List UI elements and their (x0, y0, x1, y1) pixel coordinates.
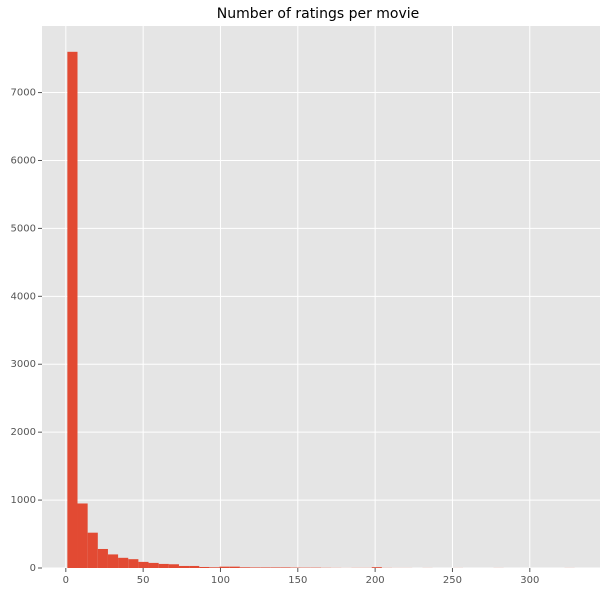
y-tick-label: 2000 (11, 427, 36, 438)
bar (219, 566, 230, 568)
y-tick-label: 3000 (11, 359, 36, 370)
bars (67, 51, 575, 569)
bar (148, 562, 159, 568)
bar (209, 567, 220, 568)
bar (118, 557, 129, 568)
bar (189, 565, 200, 568)
y-tick-label: 4000 (11, 291, 36, 302)
bar (97, 548, 108, 568)
bar (178, 565, 190, 568)
bar (107, 554, 119, 568)
bar (168, 564, 179, 568)
grid (42, 26, 600, 569)
y-tick-label: 0 (30, 563, 36, 574)
x-tick-label: 300 (520, 575, 539, 586)
bar (77, 503, 88, 568)
plot-area (42, 26, 600, 568)
bar (199, 566, 210, 568)
y-tick-label: 1000 (11, 495, 36, 506)
x-tick-label: 50 (137, 575, 150, 586)
bar (280, 567, 291, 568)
bar (87, 532, 98, 568)
bar (229, 566, 240, 568)
bar (138, 561, 149, 568)
bar (158, 563, 169, 568)
x-tick-label: 250 (443, 575, 462, 586)
x-tick-label: 200 (366, 575, 385, 586)
y-tick-label: 6000 (11, 155, 36, 166)
y-tick-label: 5000 (11, 223, 36, 234)
y-tick-label: 7000 (11, 88, 36, 99)
x-tick-label: 0 (63, 575, 69, 586)
bar (371, 567, 382, 568)
bar (67, 51, 78, 569)
bar (270, 567, 281, 568)
x-tick-label: 100 (211, 575, 230, 586)
x-tick-label: 150 (288, 575, 307, 586)
bar (128, 559, 139, 568)
bar (239, 567, 250, 568)
watermark: https://blog.csdn.net/u013613903 (374, 569, 596, 584)
chart-title: Number of ratings per movie (217, 6, 420, 22)
bar (249, 567, 261, 568)
bar (260, 567, 271, 568)
